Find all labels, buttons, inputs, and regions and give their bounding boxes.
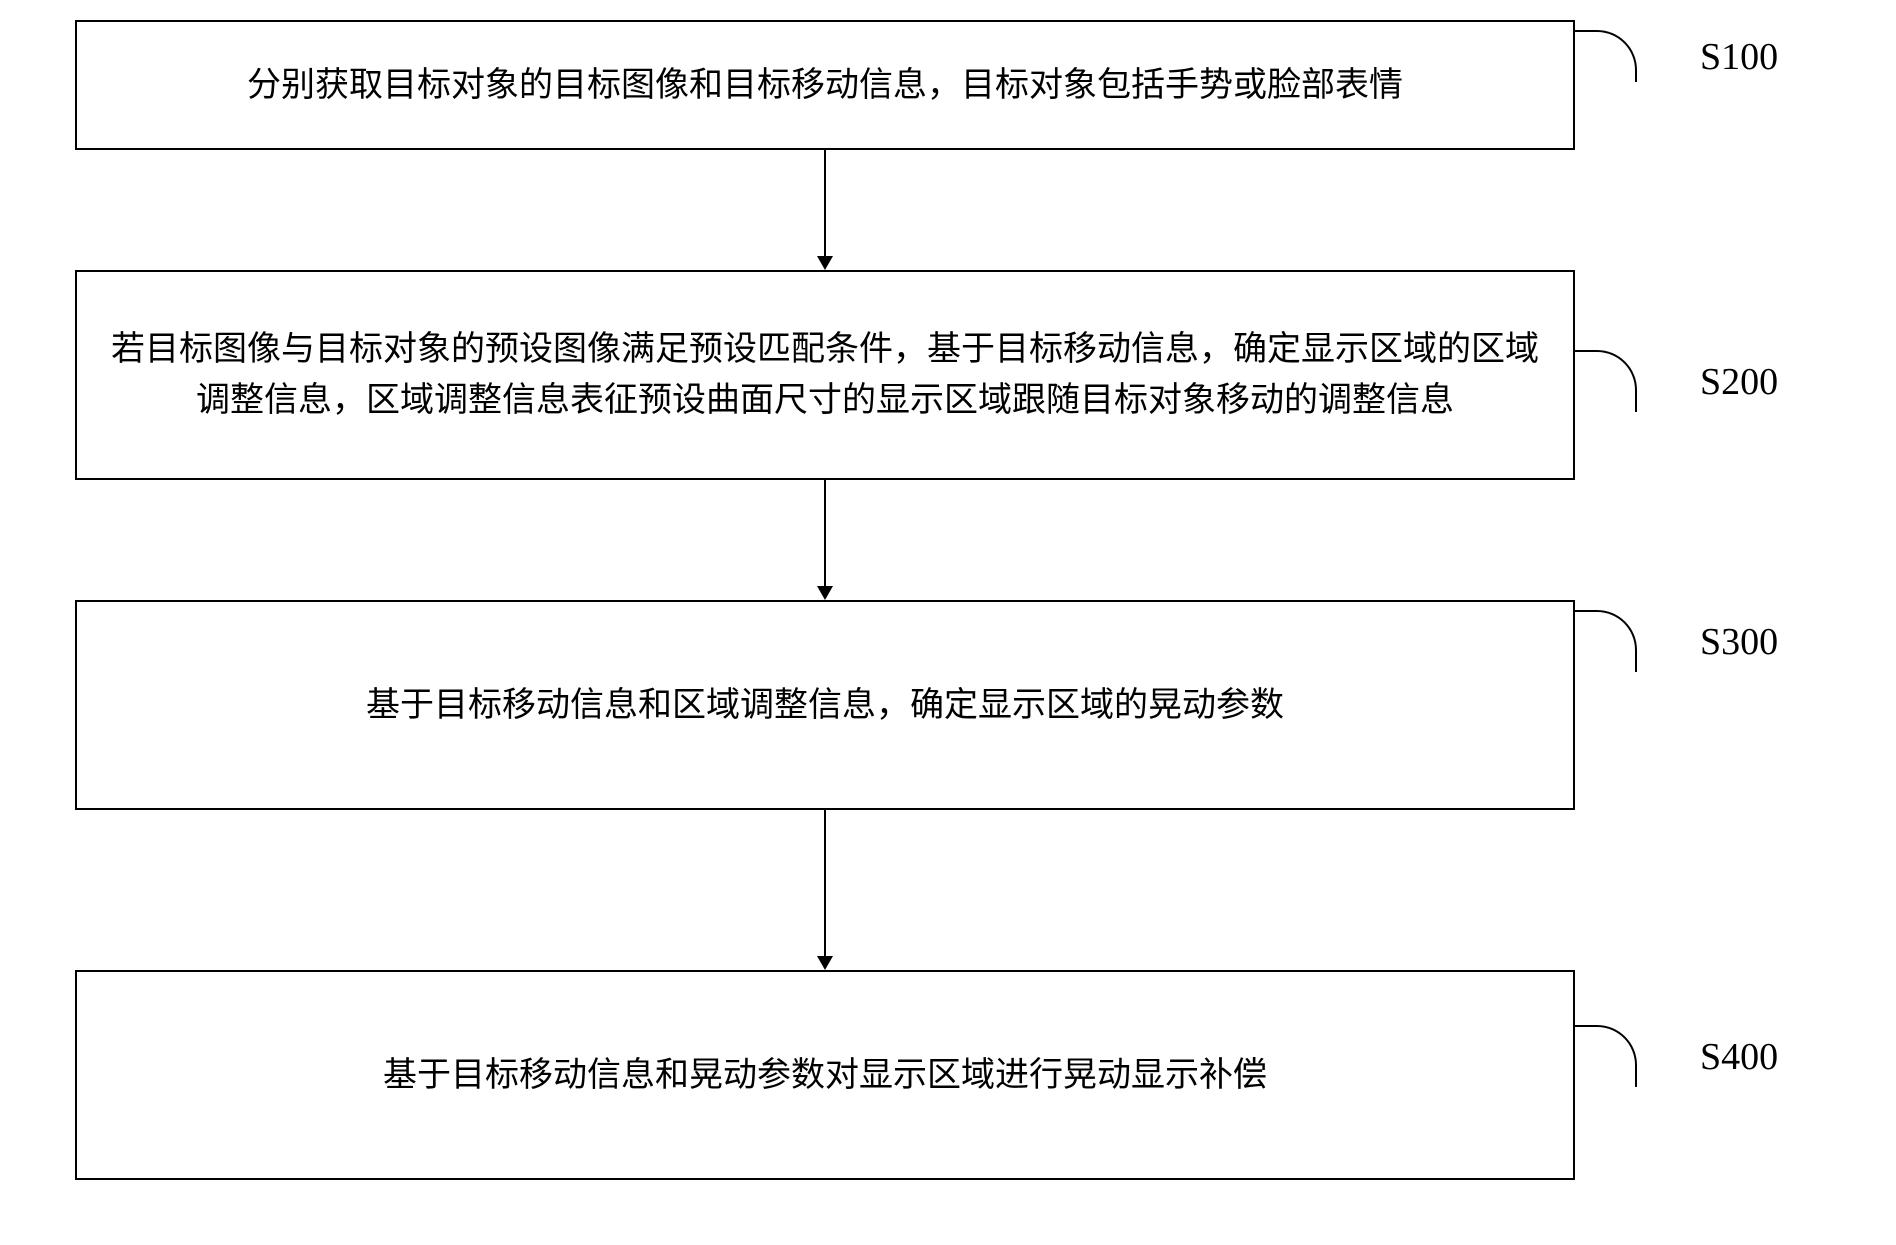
arrow-head-s200-s300 bbox=[817, 586, 833, 600]
label-s300: S300 bbox=[1700, 620, 1778, 664]
label-s100: S100 bbox=[1700, 35, 1778, 79]
arrow-s300-s400 bbox=[824, 810, 826, 956]
label-s400: S400 bbox=[1700, 1035, 1778, 1079]
flowchart-box-s300: 基于目标移动信息和区域调整信息，确定显示区域的晃动参数 bbox=[75, 600, 1575, 810]
arrow-s200-s300 bbox=[824, 480, 826, 586]
label-connector-s300 bbox=[1575, 610, 1637, 672]
arrow-head-s300-s400 bbox=[817, 956, 833, 970]
label-s200: S200 bbox=[1700, 360, 1778, 404]
flowchart-box-s100: 分别获取目标对象的目标图像和目标移动信息，目标对象包括手势或脸部表情 bbox=[75, 20, 1575, 150]
label-connector-s100 bbox=[1575, 30, 1637, 82]
box-text-s300: 基于目标移动信息和区域调整信息，确定显示区域的晃动参数 bbox=[366, 680, 1284, 731]
box-text-s200: 若目标图像与目标对象的预设图像满足预设匹配条件，基于目标移动信息，确定显示区域的… bbox=[107, 324, 1543, 426]
flowchart-container: 分别获取目标对象的目标图像和目标移动信息，目标对象包括手势或脸部表情 S100 … bbox=[0, 0, 1896, 1245]
box-text-s400: 基于目标移动信息和晃动参数对显示区域进行晃动显示补偿 bbox=[383, 1050, 1267, 1101]
label-connector-s200 bbox=[1575, 350, 1637, 412]
arrow-head-s100-s200 bbox=[817, 256, 833, 270]
flowchart-box-s200: 若目标图像与目标对象的预设图像满足预设匹配条件，基于目标移动信息，确定显示区域的… bbox=[75, 270, 1575, 480]
flowchart-box-s400: 基于目标移动信息和晃动参数对显示区域进行晃动显示补偿 bbox=[75, 970, 1575, 1180]
label-connector-s400 bbox=[1575, 1025, 1637, 1087]
arrow-s100-s200 bbox=[824, 150, 826, 256]
box-text-s100: 分别获取目标对象的目标图像和目标移动信息，目标对象包括手势或脸部表情 bbox=[247, 60, 1403, 111]
